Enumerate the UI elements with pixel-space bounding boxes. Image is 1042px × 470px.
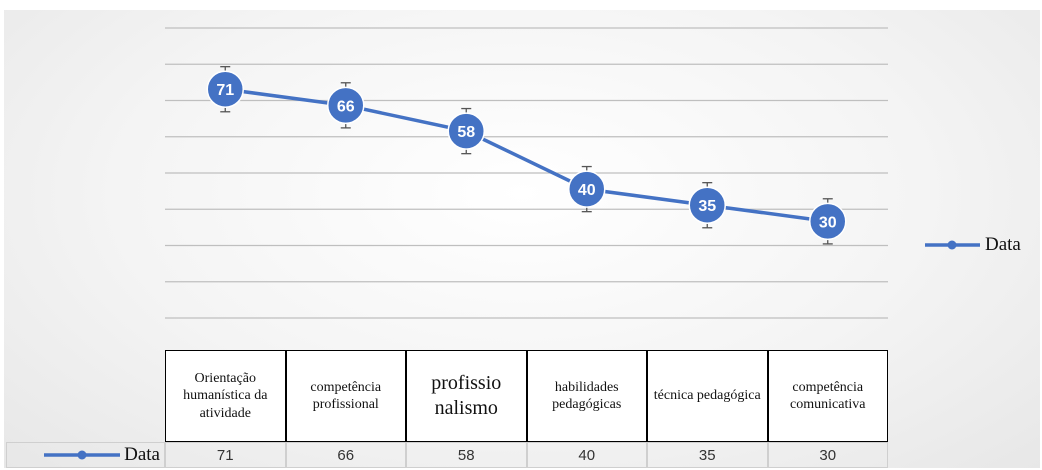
table-value: 30 <box>767 442 888 468</box>
table-legend-label: Data <box>124 444 160 465</box>
data-label: 66 <box>337 98 355 115</box>
category-label: técnica pedagógica <box>647 350 768 442</box>
data-point <box>568 170 606 208</box>
data-point <box>327 86 365 125</box>
data-label: 40 <box>578 182 596 199</box>
table-value: 40 <box>526 442 647 468</box>
data-label: 58 <box>457 124 475 141</box>
category-label: habilidades pedagógicas <box>526 350 647 442</box>
category-label: competência comunicativa <box>767 350 888 442</box>
table-value: 58 <box>406 442 527 468</box>
data-point <box>809 202 847 241</box>
data-label: 35 <box>698 198 716 215</box>
data-point <box>206 70 244 108</box>
table-legend-cell: Data <box>6 442 165 468</box>
data-point <box>447 112 485 150</box>
data-label: 71 <box>216 82 234 99</box>
series-line <box>225 87 828 224</box>
category-label: competência profissional <box>285 350 406 442</box>
category-label: profissio nalismo <box>406 350 527 442</box>
table-legend-icon <box>44 450 121 460</box>
table-value: 71 <box>165 442 286 468</box>
legend-marker <box>947 240 957 250</box>
table-value: 35 <box>647 442 768 468</box>
legend-label: Data <box>985 234 1021 255</box>
category-label: Orientação humanística da atividade <box>165 350 286 442</box>
data-point <box>688 186 726 224</box>
table-value: 66 <box>285 442 406 468</box>
data-label: 30 <box>819 214 837 231</box>
